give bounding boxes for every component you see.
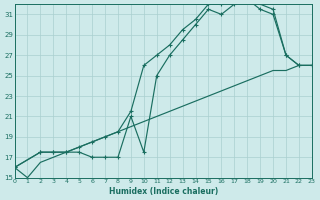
X-axis label: Humidex (Indice chaleur): Humidex (Indice chaleur) bbox=[108, 187, 218, 196]
